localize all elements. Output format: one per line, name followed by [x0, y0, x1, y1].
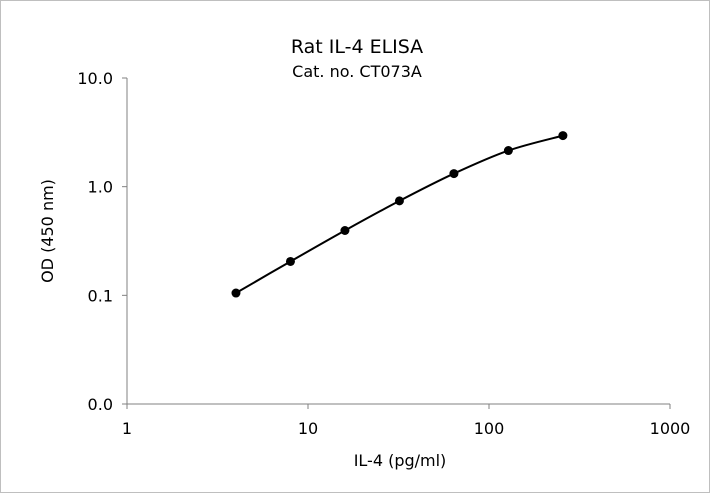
data-point: [231, 288, 241, 298]
data-point: [394, 196, 404, 206]
x-tick-label: 1: [122, 419, 132, 438]
points-layer: [231, 131, 568, 298]
y-tick-label: 1.0: [88, 178, 113, 197]
y-axis-label: OD (450 nm): [38, 179, 57, 283]
y-tick-label: 0.1: [88, 286, 113, 305]
axes-layer: 0.0 0.1 1.0 10.0 1 10 100 1000: [77, 69, 690, 438]
fit-curve: [235, 134, 564, 294]
x-tick-label: 1000: [650, 419, 691, 438]
x-tick-label: 10: [298, 419, 318, 438]
x-axis-label: IL-4 (pg/ml): [354, 451, 447, 470]
chart-subtitle: Cat. no. CT073A: [292, 62, 422, 81]
curve-layer: [235, 134, 564, 294]
data-point: [503, 146, 513, 156]
chart-title: Rat IL-4 ELISA: [291, 36, 423, 58]
data-point: [558, 131, 568, 141]
y-tick-label: 10.0: [77, 69, 113, 88]
data-point: [449, 169, 459, 179]
x-tick-label: 100: [474, 419, 505, 438]
y-tick-label: 0.0: [88, 395, 113, 414]
data-point: [340, 226, 350, 236]
data-point: [285, 256, 295, 266]
